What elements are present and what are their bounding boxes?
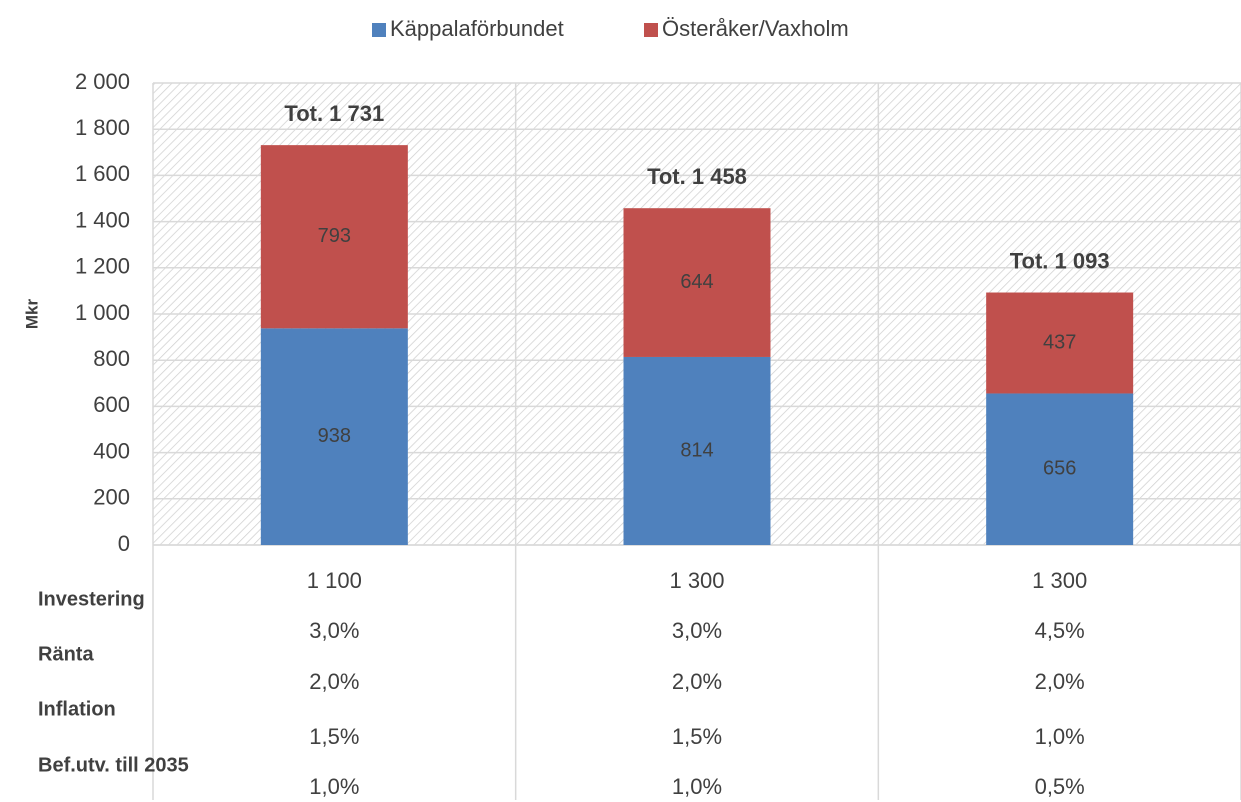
y-axis-label: Mkr xyxy=(22,299,41,330)
row-label: Ränta xyxy=(38,643,94,665)
data-label: 644 xyxy=(680,271,713,293)
x-tick-label: 2,0% xyxy=(309,669,359,694)
y-tick-label: 600 xyxy=(93,392,130,417)
row-label: Investering xyxy=(38,588,145,610)
x-tick-label: 0,5% xyxy=(1035,774,1085,799)
data-label: 656 xyxy=(1043,458,1076,480)
x-tick-label: 2,0% xyxy=(672,669,722,694)
total-label: Tot. 1 093 xyxy=(1010,248,1110,273)
bar-segment xyxy=(260,328,408,545)
x-tick-label: 1,0% xyxy=(672,774,722,799)
x-tick-label: 3,0% xyxy=(309,618,359,643)
x-tick-label: 1 100 xyxy=(307,568,362,593)
bar-segment xyxy=(260,145,408,329)
y-tick-label: 1 400 xyxy=(75,207,130,232)
y-tick-label: 400 xyxy=(93,438,130,463)
total-label: Tot. 1 458 xyxy=(647,164,747,189)
data-label: 814 xyxy=(680,439,713,461)
legend-swatch xyxy=(372,23,386,37)
row-label: Bef.utv. till 2035 xyxy=(38,754,189,776)
data-label: 793 xyxy=(318,225,351,247)
data-label: 437 xyxy=(1043,331,1076,353)
bar-segment xyxy=(623,356,771,545)
data-label: 938 xyxy=(318,425,351,447)
x-tick-label: 2,0% xyxy=(1035,669,1085,694)
x-tick-label: 1,5% xyxy=(309,724,359,749)
y-tick-label: 1 800 xyxy=(75,115,130,140)
y-tick-label: 800 xyxy=(93,346,130,371)
legend-swatch xyxy=(644,23,658,37)
y-tick-label: 2 000 xyxy=(75,69,130,94)
x-tick-label: 1,0% xyxy=(309,774,359,799)
x-tick-label: 4,5% xyxy=(1035,618,1085,643)
y-tick-label: 200 xyxy=(93,485,130,510)
y-tick-label: 0 xyxy=(118,531,130,556)
x-tick-label: 1,5% xyxy=(672,724,722,749)
x-tick-label: 3,0% xyxy=(672,618,722,643)
y-tick-label: 1 200 xyxy=(75,254,130,279)
legend-label: Österåker/Vaxholm xyxy=(662,16,849,41)
bar-segment xyxy=(986,393,1134,545)
bar-segment xyxy=(623,208,771,357)
row-label: Inflation xyxy=(38,698,116,720)
y-tick-label: 1 600 xyxy=(75,161,130,186)
x-tick-label: 1 300 xyxy=(1032,568,1087,593)
total-label: Tot. 1 731 xyxy=(284,101,384,126)
x-tick-label: 1 300 xyxy=(669,568,724,593)
legend-label: Käppalaförbundet xyxy=(390,16,564,41)
x-tick-label: 1,0% xyxy=(1035,724,1085,749)
bar-segment xyxy=(986,292,1134,394)
y-tick-label: 1 000 xyxy=(75,300,130,325)
